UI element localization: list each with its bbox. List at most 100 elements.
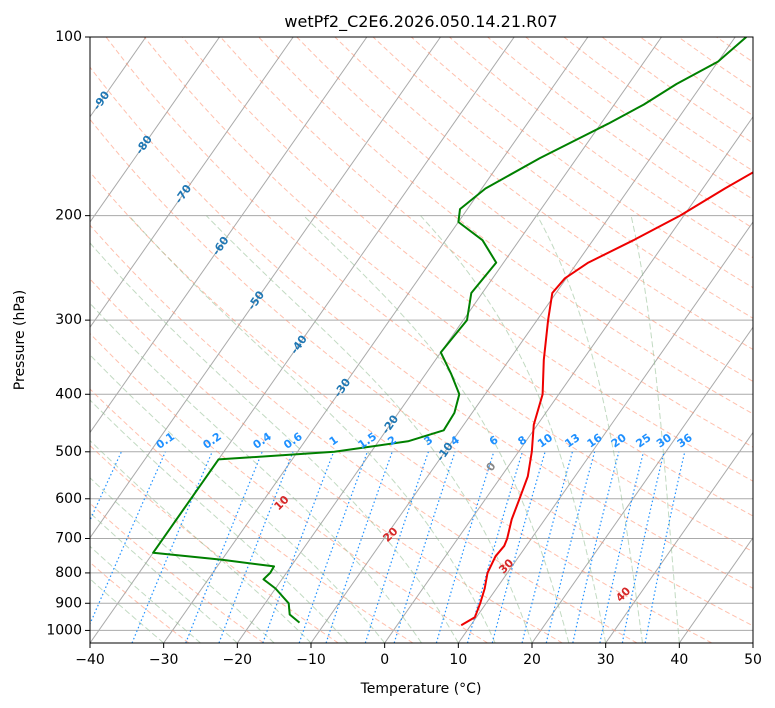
mixing-ratio-line [0, 452, 29, 643]
dry-adiabat-line [90, 66, 753, 589]
mixing-ratio-line [0, 452, 67, 643]
line-label: 6 [487, 433, 501, 448]
moist-adiabat-line [420, 215, 607, 643]
mixing-ratio-line [262, 451, 335, 643]
mixing-ratio-line [491, 451, 546, 643]
line-label: 3 [422, 433, 436, 448]
dry-adiabat-line [90, 224, 638, 643]
y-tick-label: 400 [55, 386, 82, 402]
x-tick-label: 0 [380, 652, 389, 668]
y-tick-label: 500 [55, 444, 82, 460]
line-label: 10 [272, 493, 292, 513]
dry-adiabat-line [90, 118, 753, 627]
dry-adiabat-line [258, 37, 753, 415]
isotherm-line [0, 37, 72, 643]
mixing-ratio-line [90, 451, 122, 522]
dry-adiabat-line [181, 37, 753, 482]
mixing-ratio-line [572, 451, 620, 643]
moist-adiabat-line [128, 215, 496, 643]
mixing-ratio-line [521, 451, 573, 643]
isotherm-line [752, 642, 753, 643]
x-tick-label: 20 [523, 652, 541, 668]
dry-adiabat-line [334, 37, 753, 351]
moist-adiabat-line [90, 439, 312, 643]
temperature-profile [460, 171, 753, 627]
plot-frame [89, 36, 754, 644]
reference-lines-layer [0, 37, 753, 643]
moist-adiabat-line [90, 477, 275, 643]
isotherm-line [457, 221, 753, 643]
dry-adiabat-line [143, 37, 753, 517]
mixing-ratio-line [185, 451, 263, 643]
dry-adiabat-line [90, 561, 190, 643]
x-tick-label: 10 [449, 652, 467, 668]
chart-title: wetPf2_C2E6.2026.050.14.21.R07 [284, 12, 557, 32]
isotherm-line [678, 536, 753, 643]
x-tick-label: 50 [744, 652, 762, 668]
moist-adiabat-line [90, 545, 201, 643]
dry-adiabat-line [90, 278, 563, 643]
y-tick-label: 800 [55, 565, 82, 581]
moist-adiabat-line [90, 354, 386, 643]
dry-adiabat-line [372, 37, 753, 319]
moist-adiabat-line [90, 578, 165, 643]
line-label: 25 [634, 431, 654, 450]
mixing-ratio-line [90, 451, 166, 626]
x-tick-label: −40 [75, 652, 105, 668]
dry-adiabat-line [90, 388, 414, 643]
isotherm-line [236, 37, 662, 643]
line-label: -20 [379, 412, 401, 436]
line-label: 2 [385, 433, 399, 448]
mixing-ratio-line [621, 451, 665, 643]
mixing-ratio-line [131, 451, 213, 643]
grid-layer [0, 37, 753, 643]
y-tick-label: 700 [55, 531, 82, 547]
x-tick-label: −30 [149, 652, 179, 668]
isotherm-line [384, 115, 753, 643]
line-label: 1 [327, 433, 341, 448]
mixing-ratio-line [599, 451, 645, 643]
moist-adiabat-line [630, 215, 680, 643]
dry-adiabat-line [639, 37, 753, 117]
moist-adiabat-line [536, 215, 643, 643]
line-label: 13 [562, 431, 582, 450]
dry-adiabat-line [90, 444, 339, 643]
line-label: -30 [331, 376, 353, 400]
dry-adiabat-line [296, 37, 753, 382]
line-label: 40 [613, 584, 633, 604]
line-label: 0.6 [281, 430, 305, 452]
line-label: 0.1 [154, 430, 177, 452]
mixing-ratio-line [393, 451, 456, 643]
y-tick-label: 600 [55, 491, 82, 507]
line-label: 8 [516, 433, 530, 448]
isotherm-line [531, 326, 753, 643]
moist-adiabat-line [90, 399, 349, 643]
x-tick-label: 30 [597, 652, 615, 668]
mixing-ratio-line [435, 451, 495, 643]
line-label: 0.4 [250, 430, 274, 452]
line-label: 0.2 [200, 430, 223, 452]
mixing-ratio-line [466, 451, 523, 643]
isotherm-line [90, 37, 368, 434]
y-tick-label: 100 [55, 29, 82, 45]
isotherm-line [163, 37, 589, 643]
y-axis-label: Pressure (hPa) [12, 290, 28, 390]
line-label: -80 [133, 133, 155, 157]
y-tick-label: 200 [55, 208, 82, 224]
x-tick-label: −10 [296, 652, 326, 668]
dry-adiabat-line [220, 37, 753, 448]
mixing-ratio-line [298, 451, 368, 643]
x-tick-label: −20 [223, 652, 253, 668]
line-label: -50 [245, 288, 267, 312]
x-tick-label: 40 [670, 652, 688, 668]
x-axis-label: Temperature (°C) [360, 681, 482, 697]
dry-adiabat-line [105, 37, 753, 553]
mixing-ratio-line [545, 451, 596, 643]
mixing-ratio-line [325, 451, 393, 643]
mixing-ratio-line [218, 451, 294, 643]
isotherm-line [310, 37, 736, 643]
y-tick-label: 1000 [46, 622, 82, 638]
line-label: 16 [585, 431, 605, 451]
dry-adiabat-line [90, 332, 488, 643]
